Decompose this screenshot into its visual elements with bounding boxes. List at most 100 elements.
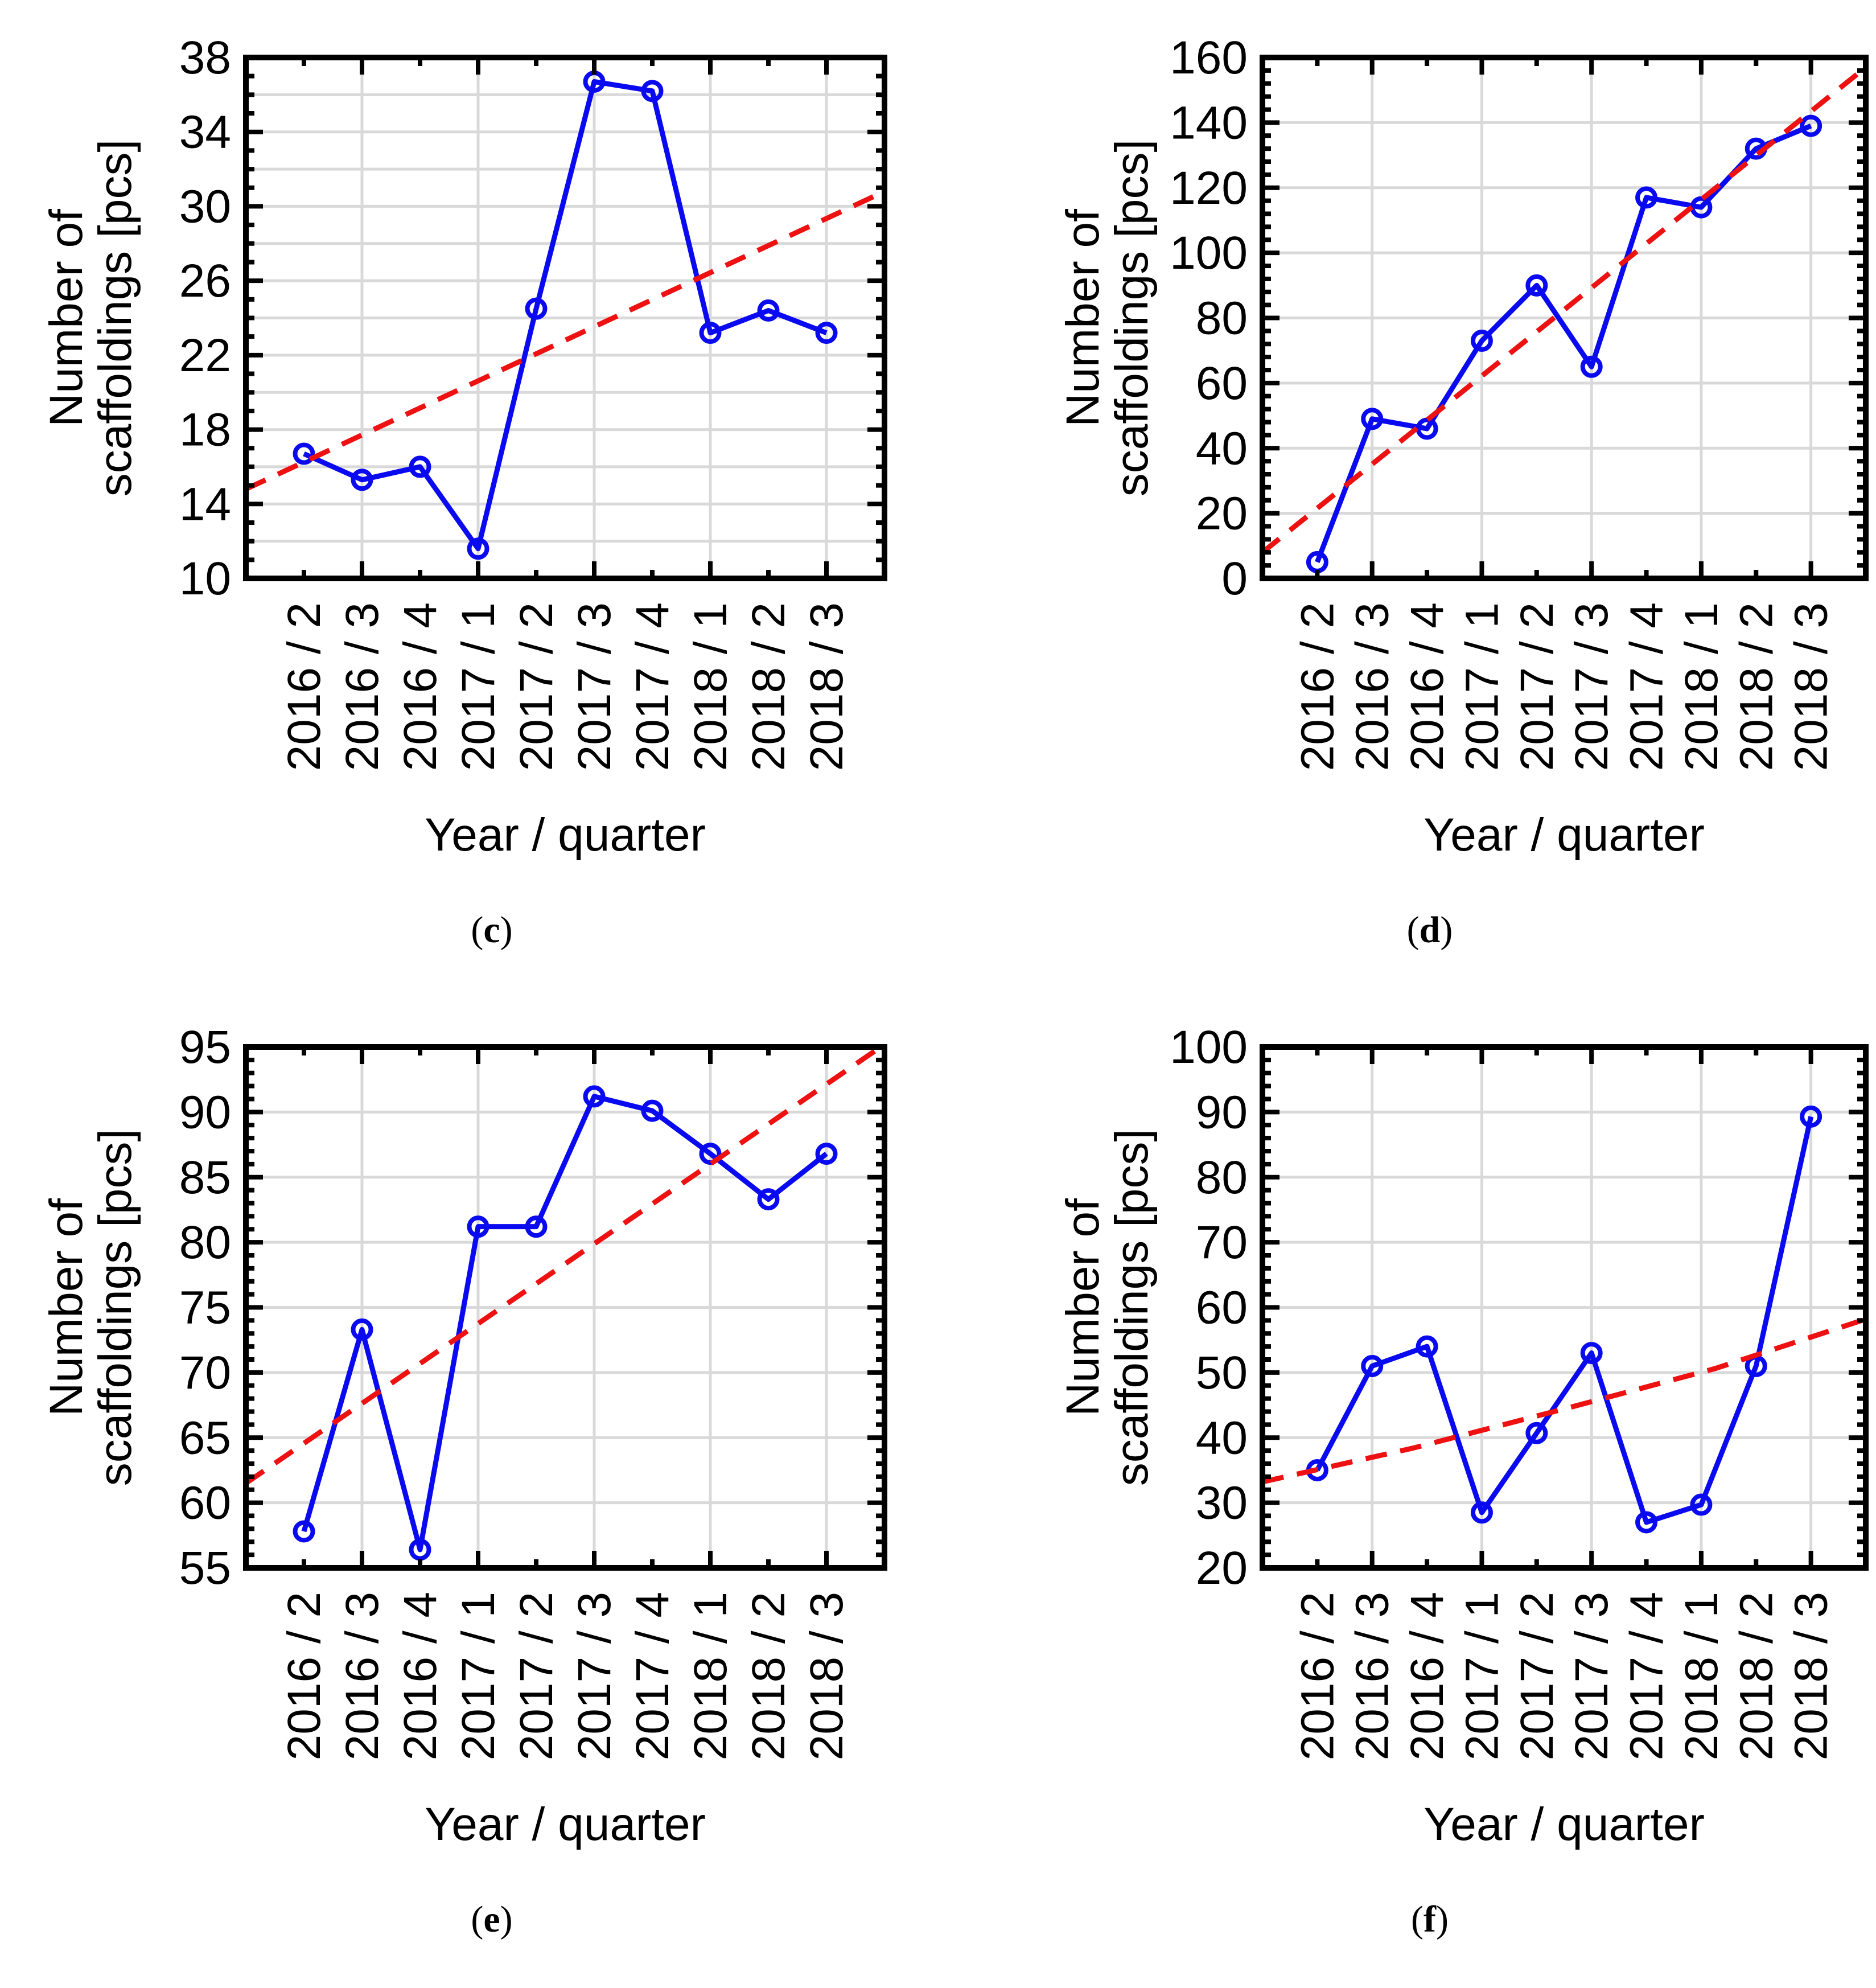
svg-text:2018 / 1: 2018 / 1 — [1676, 602, 1727, 771]
svg-text:95: 95 — [179, 1021, 231, 1073]
svg-text:2017 / 4: 2017 / 4 — [1621, 1592, 1673, 1760]
svg-text:scaffoldings [pcs]: scaffoldings [pcs] — [1106, 1129, 1158, 1486]
caption-paren-open: ( — [471, 1899, 484, 1940]
caption-paren-close: ) — [1435, 1899, 1449, 1940]
svg-text:2017 / 3: 2017 / 3 — [569, 1592, 620, 1760]
svg-text:2016 / 2: 2016 / 2 — [1291, 1592, 1343, 1760]
svg-text:2016 / 2: 2016 / 2 — [278, 1592, 330, 1760]
svg-text:2017 / 1: 2017 / 1 — [1456, 1592, 1508, 1760]
svg-text:Number of: Number of — [40, 1198, 92, 1416]
svg-text:2018 / 2: 2018 / 2 — [743, 1592, 795, 1760]
svg-text:Number of: Number of — [40, 209, 92, 427]
svg-text:38: 38 — [179, 32, 231, 84]
svg-text:2016 / 3: 2016 / 3 — [336, 602, 388, 771]
chart-c-canvas: 10 14 18 22 26 30 34 38 2016 / 2 2016 / 3 2016 / 4… — [40, 32, 887, 861]
chart-e-caption: (e) — [23, 1898, 961, 1941]
svg-text:2016 / 2: 2016 / 2 — [1291, 602, 1343, 771]
svg-text:2017 / 1: 2017 / 1 — [452, 602, 504, 771]
chart-panel-e: 55 60 65 70 75 80 85 90 95 2016 / 2 2016 / 3 2016 /… — [23, 999, 961, 1988]
svg-text:10: 10 — [179, 553, 231, 605]
svg-text:50: 50 — [1196, 1347, 1248, 1399]
svg-text:2018 / 3: 2018 / 3 — [801, 602, 853, 771]
svg-text:90: 90 — [1196, 1086, 1248, 1138]
svg-text:2016 / 3: 2016 / 3 — [336, 1592, 388, 1760]
svg-text:Year / quarter: Year / quarter — [1424, 809, 1705, 861]
svg-text:Year / quarter: Year / quarter — [425, 809, 706, 861]
svg-text:70: 70 — [179, 1347, 231, 1399]
svg-text:Year / quarter: Year / quarter — [425, 1798, 706, 1850]
svg-text:40: 40 — [1196, 1412, 1248, 1464]
svg-text:14: 14 — [179, 478, 231, 530]
svg-text:30: 30 — [1196, 1477, 1248, 1529]
caption-paren-close: ) — [500, 909, 513, 951]
svg-text:60: 60 — [1196, 1282, 1248, 1334]
chart-panel-f: 20 30 40 50 60 70 80 90 100 2016 / 2 2016 / 3 2016 … — [961, 999, 1876, 1988]
svg-text:20: 20 — [1196, 488, 1248, 540]
svg-text:2018 / 3: 2018 / 3 — [1786, 1592, 1837, 1760]
caption-paren-close: ) — [500, 1899, 513, 1940]
caption-letter: f — [1424, 1899, 1436, 1940]
chart-e-canvas: 55 60 65 70 75 80 85 90 95 2016 / 2 2016 / 3 2016 /… — [40, 1021, 887, 1850]
svg-text:0: 0 — [1221, 553, 1248, 605]
svg-text:60: 60 — [179, 1477, 231, 1529]
chart-f-caption: (f) — [961, 1898, 1876, 1941]
svg-text:2018 / 3: 2018 / 3 — [801, 1592, 853, 1760]
caption-paren-open: ( — [471, 909, 484, 951]
svg-text:Year / quarter: Year / quarter — [1424, 1798, 1705, 1850]
svg-text:30: 30 — [179, 180, 231, 232]
svg-text:80: 80 — [1196, 293, 1248, 344]
chart-d-caption: (d) — [961, 909, 1876, 952]
svg-text:120: 120 — [1170, 162, 1248, 214]
svg-text:40: 40 — [1196, 422, 1248, 474]
svg-text:2017 / 2: 2017 / 2 — [511, 602, 562, 771]
svg-text:2018 / 3: 2018 / 3 — [1786, 602, 1837, 771]
svg-text:85: 85 — [179, 1152, 231, 1204]
svg-text:2016 / 4: 2016 / 4 — [394, 1592, 446, 1760]
svg-text:2016 / 3: 2016 / 3 — [1347, 602, 1398, 771]
svg-text:26: 26 — [179, 255, 231, 307]
svg-text:2017 / 1: 2017 / 1 — [1456, 602, 1508, 771]
svg-text:20: 20 — [1196, 1542, 1248, 1594]
svg-text:100: 100 — [1170, 1021, 1248, 1073]
svg-text:2017 / 3: 2017 / 3 — [1566, 602, 1618, 771]
svg-text:2016 / 4: 2016 / 4 — [394, 602, 446, 771]
svg-text:2017 / 4: 2017 / 4 — [1621, 602, 1673, 771]
svg-text:2018 / 1: 2018 / 1 — [685, 1592, 737, 1760]
caption-paren-close: ) — [1440, 909, 1453, 951]
svg-text:90: 90 — [179, 1086, 231, 1138]
caption-letter: d — [1419, 909, 1441, 951]
svg-text:2017 / 1: 2017 / 1 — [452, 1592, 504, 1760]
chart-f-canvas: 20 30 40 50 60 70 80 90 100 2016 / 2 2016 / 3 2016 … — [1057, 1021, 1869, 1850]
svg-text:18: 18 — [179, 404, 231, 456]
svg-text:2018 / 2: 2018 / 2 — [1730, 602, 1782, 771]
svg-text:Number of: Number of — [1057, 209, 1109, 427]
svg-text:75: 75 — [179, 1282, 231, 1334]
svg-text:2017 / 2: 2017 / 2 — [1511, 602, 1563, 771]
caption-letter: e — [483, 1899, 500, 1940]
svg-text:2016 / 3: 2016 / 3 — [1347, 1592, 1398, 1760]
chart-panel-c: 10 14 18 22 26 30 34 38 2016 / 2 2016 / 3 2016 / 4… — [23, 9, 961, 999]
chart-c-caption: (c) — [23, 909, 961, 952]
svg-text:80: 80 — [179, 1217, 231, 1268]
svg-text:34: 34 — [179, 106, 231, 158]
svg-text:160: 160 — [1170, 32, 1248, 84]
caption-paren-open: ( — [1411, 1899, 1424, 1940]
svg-text:2018 / 2: 2018 / 2 — [1730, 1592, 1782, 1760]
svg-text:scaffoldings [pcs]: scaffoldings [pcs] — [1106, 139, 1158, 497]
svg-text:2017 / 4: 2017 / 4 — [627, 602, 678, 771]
svg-text:2016 / 4: 2016 / 4 — [1401, 602, 1453, 771]
svg-text:2017 / 3: 2017 / 3 — [1566, 1592, 1618, 1760]
svg-text:65: 65 — [179, 1412, 231, 1464]
svg-text:2016 / 2: 2016 / 2 — [278, 602, 330, 771]
svg-text:2017 / 3: 2017 / 3 — [569, 602, 620, 771]
svg-text:80: 80 — [1196, 1152, 1248, 1204]
svg-text:60: 60 — [1196, 358, 1248, 409]
svg-text:22: 22 — [179, 330, 231, 381]
svg-text:2018 / 1: 2018 / 1 — [1676, 1592, 1727, 1760]
svg-text:55: 55 — [179, 1542, 231, 1594]
svg-text:2017 / 4: 2017 / 4 — [627, 1592, 678, 1760]
svg-text:Number of: Number of — [1057, 1198, 1109, 1416]
svg-text:scaffoldings [pcs]: scaffoldings [pcs] — [89, 1129, 141, 1486]
svg-text:2018 / 2: 2018 / 2 — [743, 602, 795, 771]
